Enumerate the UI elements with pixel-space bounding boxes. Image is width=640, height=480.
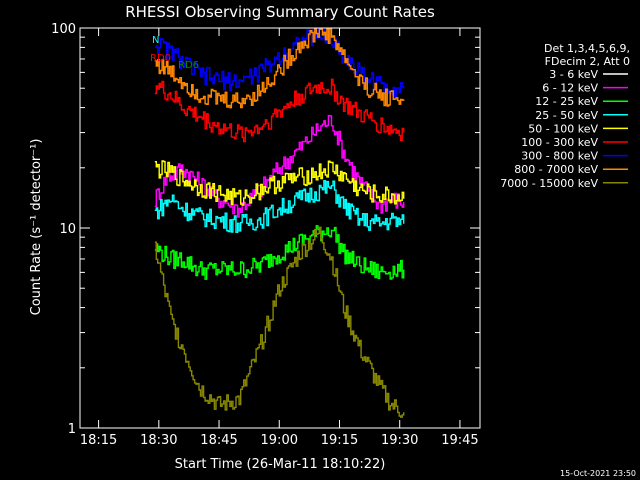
legend: Det 1,3,4,5,6,9, FDecim 2, Att 0 3 - 6 k… bbox=[500, 42, 630, 190]
series-line-6 bbox=[154, 78, 405, 143]
legend-header-line-1: Det 1,3,4,5,6,9, bbox=[544, 42, 630, 55]
x-tick-label: 19:00 bbox=[261, 433, 298, 448]
series-line-8 bbox=[154, 28, 405, 109]
x-tick-label: 18:30 bbox=[140, 433, 177, 448]
legend-entry-3: 12 - 25 keV bbox=[535, 95, 598, 108]
series-line-4 bbox=[154, 180, 405, 233]
legend-entry-7: 300 - 800 keV bbox=[521, 150, 598, 163]
flag-label-1: N bbox=[152, 35, 159, 46]
flag-label-2: RD0 bbox=[150, 53, 171, 64]
y-axis-label: Count Rate (s⁻¹ detector⁻¹) bbox=[29, 139, 44, 316]
flag-label-3: RD6 bbox=[178, 60, 199, 71]
x-axis-label: Start Time (26-Mar-11 18:10:22) bbox=[175, 457, 386, 472]
legend-entry-2: 6 - 12 keV bbox=[542, 82, 598, 95]
flag-labels: N RD0 RD6 bbox=[150, 35, 199, 71]
x-tick-label: 19:15 bbox=[321, 433, 358, 448]
series-line-1 bbox=[154, 150, 405, 393]
series-line-2 bbox=[154, 114, 405, 218]
x-axis-ticks: 18:15 18:30 18:45 19:00 19:15 19:30 19:45 bbox=[80, 28, 479, 448]
legend-entry-6: 100 - 300 keV bbox=[521, 136, 598, 149]
footer-timestamp: 15-Oct-2021 23:50 bbox=[560, 469, 636, 478]
y-tick-label: 1 bbox=[68, 422, 76, 437]
legend-entry-4: 25 - 50 keV bbox=[535, 109, 598, 122]
legend-entry-1: 3 - 6 keV bbox=[549, 68, 598, 81]
x-tick-label: 18:45 bbox=[200, 433, 237, 448]
x-tick-label: 18:15 bbox=[80, 433, 117, 448]
legend-entry-8: 800 - 7000 keV bbox=[514, 163, 598, 176]
series-line-9 bbox=[154, 226, 405, 418]
series-line-3 bbox=[154, 225, 405, 280]
legend-entry-9: 7000 - 15000 keV bbox=[500, 177, 598, 190]
x-tick-label: 19:30 bbox=[381, 433, 418, 448]
legend-entry-5: 50 - 100 keV bbox=[528, 122, 598, 135]
x-tick-label: 19:45 bbox=[441, 433, 478, 448]
y-axis-ticks: 1 10 100 bbox=[51, 22, 480, 437]
y-tick-label: 100 bbox=[51, 22, 76, 37]
chart-title: RHESSI Observing Summary Count Rates bbox=[125, 3, 435, 21]
y-tick-label: 10 bbox=[59, 222, 76, 237]
plot-area bbox=[154, 28, 405, 418]
legend-header-line-2: FDecim 2, Att 0 bbox=[545, 55, 630, 68]
series-line-5 bbox=[154, 160, 405, 206]
